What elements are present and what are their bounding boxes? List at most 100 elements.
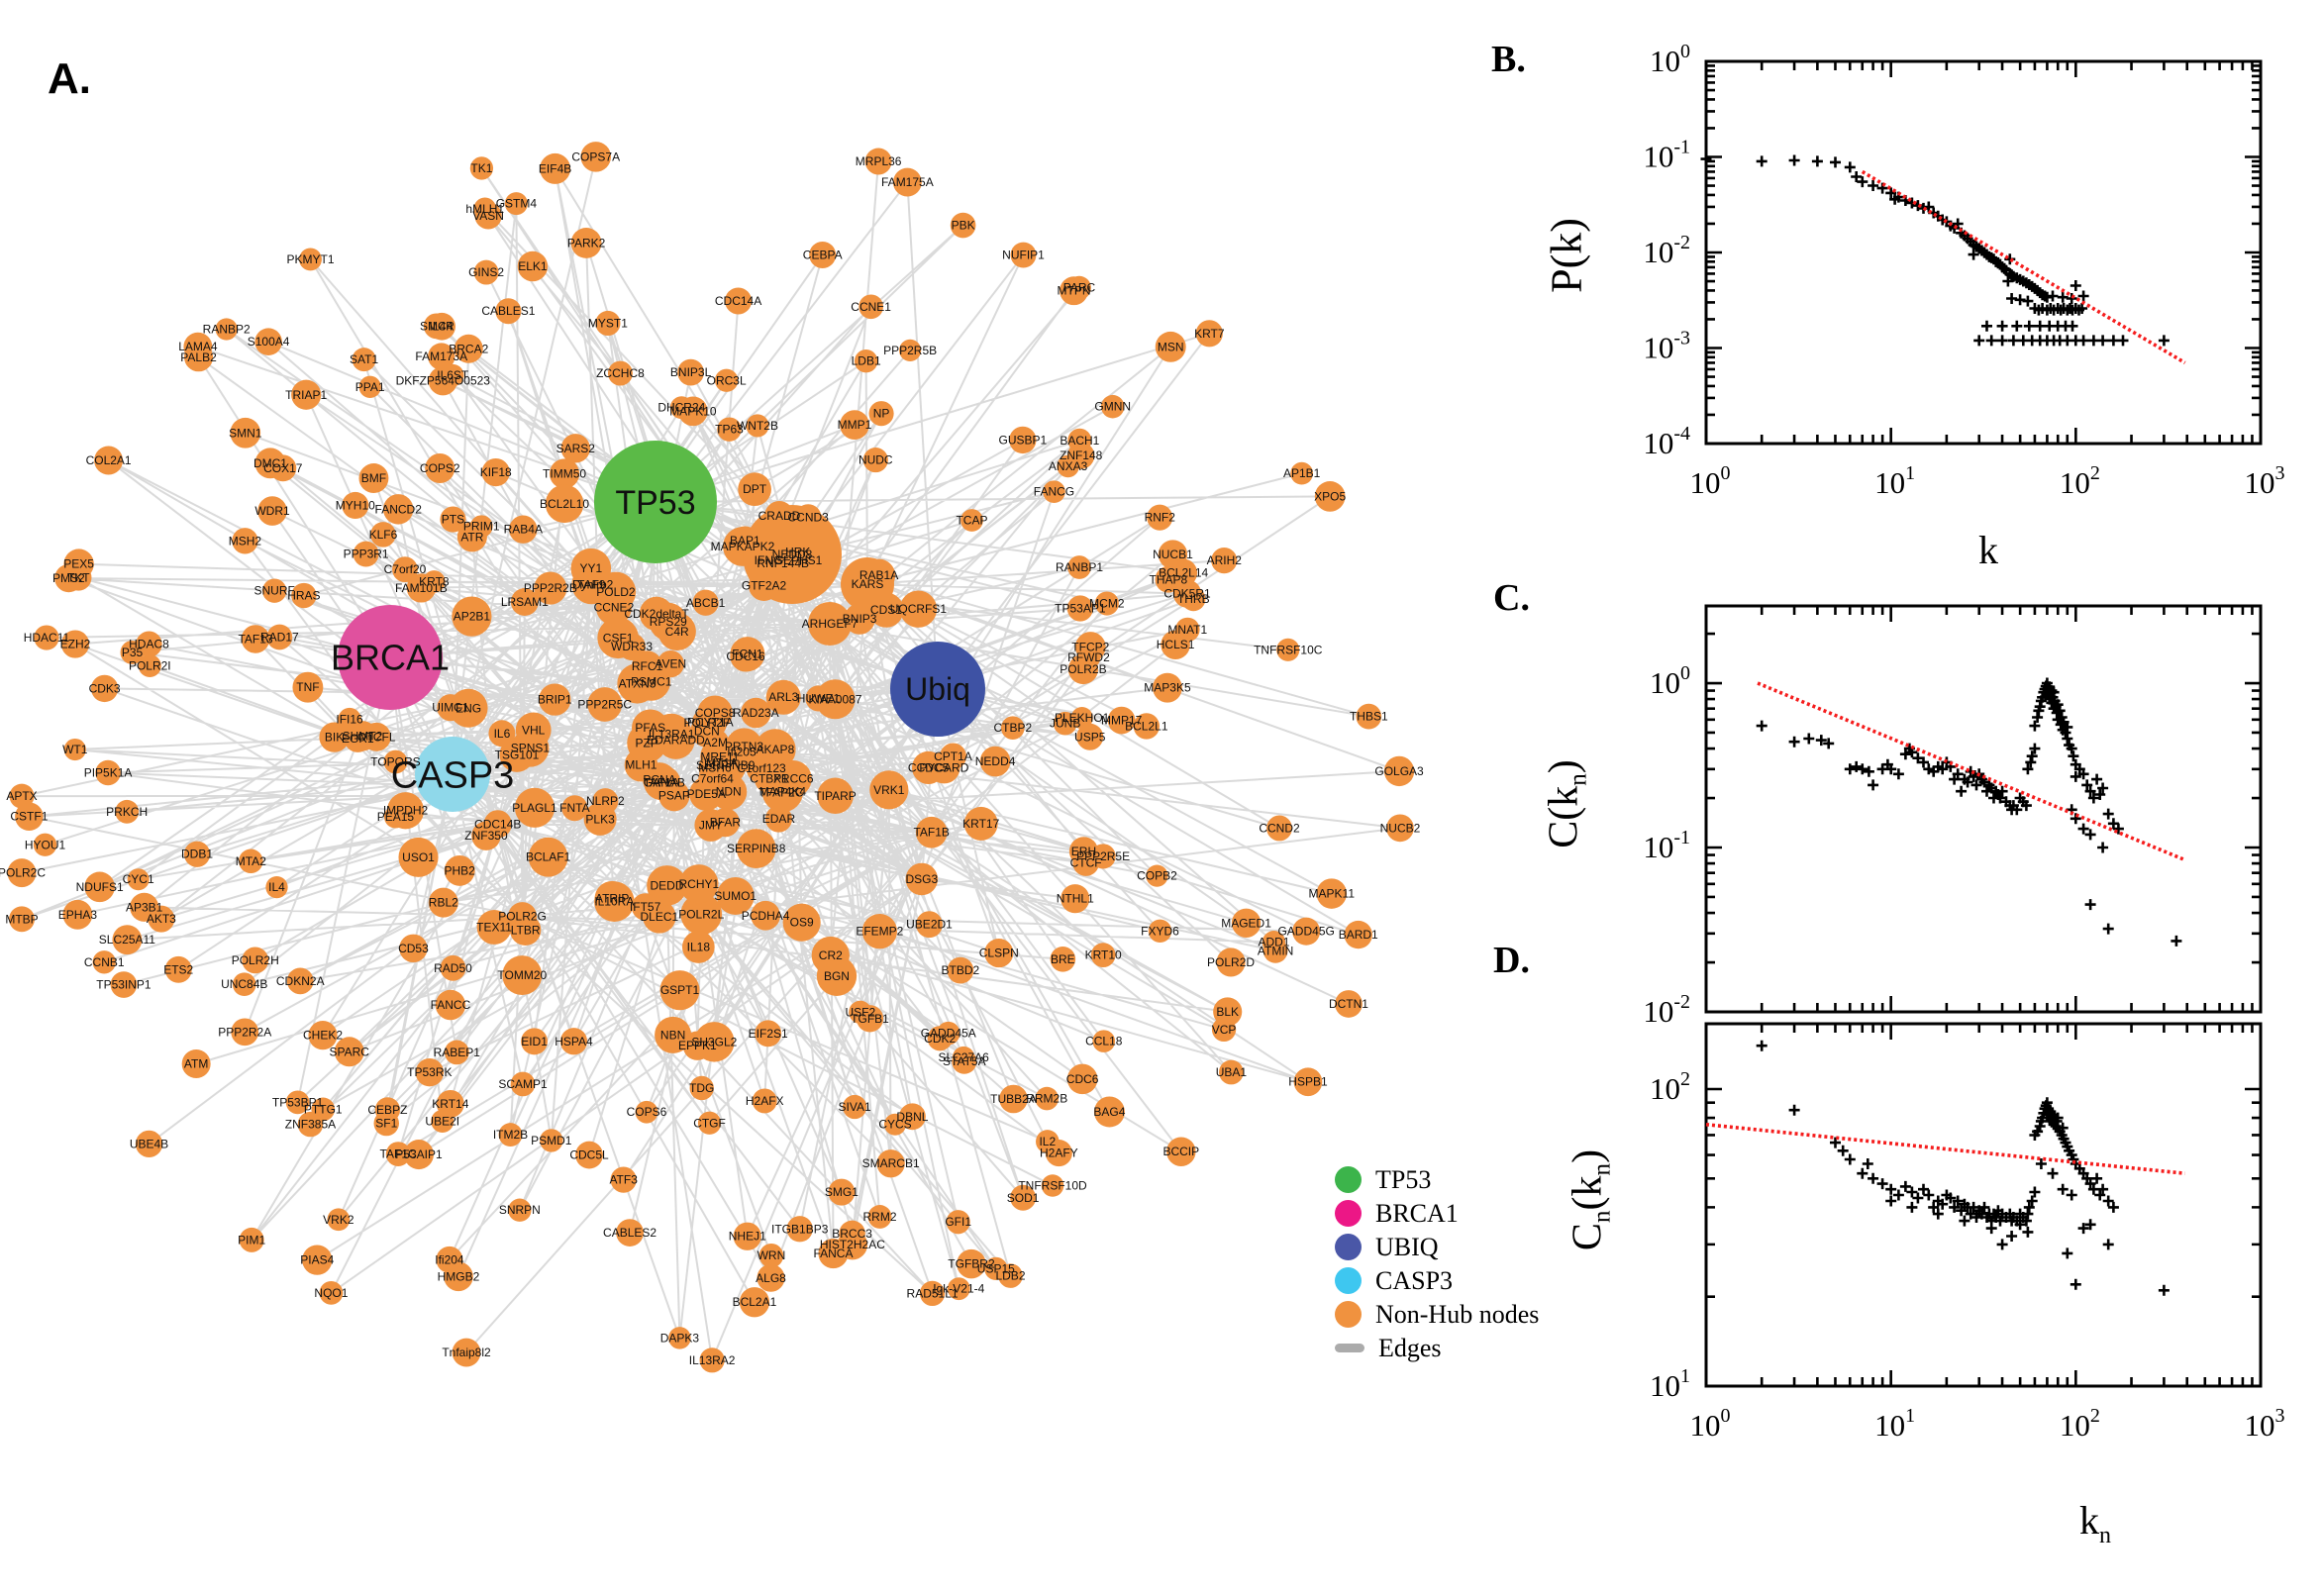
axis-title-part: (k <box>1565 1175 1611 1211</box>
network-node-label: PPA1 <box>355 380 385 394</box>
network-node <box>1231 908 1262 938</box>
network-node <box>63 738 86 761</box>
legend-color-swatch <box>1335 1267 1362 1294</box>
network-node-label: MTA2 <box>236 854 266 868</box>
network-node-label: LRSAM1 <box>501 595 549 609</box>
network-node-label: CDC16 <box>726 649 765 663</box>
network-node-label: PIP5K1A <box>84 766 133 780</box>
network-node-label: POLD2 <box>596 585 636 599</box>
network-node-label: EPPK1 <box>678 1039 717 1052</box>
network-node <box>655 1016 692 1053</box>
network-node-label: WDR1 <box>254 504 290 518</box>
network-node-label: NQO1 <box>314 1286 348 1300</box>
network-node <box>1293 1067 1323 1097</box>
network-node-label: ALG8 <box>756 1271 786 1285</box>
network-node-label: KIAA0087 <box>808 692 861 706</box>
network-node <box>241 625 270 653</box>
network-node-label: MAPK11 <box>1309 887 1356 901</box>
network-node <box>999 1084 1028 1114</box>
network-node <box>62 899 93 930</box>
network-node <box>928 751 960 784</box>
network-node-label: MRPL36 <box>856 154 902 168</box>
network-node-label: POLR2B <box>1060 662 1106 676</box>
network-node-label: MAP3K5 <box>1144 681 1191 695</box>
network-node-label: HYOU1 <box>25 838 66 851</box>
network-node-label: TP63 <box>715 423 744 437</box>
network-node-label: RCHY1 <box>678 877 719 891</box>
network-node-label: SERPINB8 <box>727 842 786 855</box>
network-node <box>689 1075 714 1101</box>
network-node <box>120 640 145 664</box>
network-node-label: CDS1 <box>870 603 902 617</box>
legend-item-ubiq: UBIQ <box>1335 1233 1539 1261</box>
legend-color-swatch <box>1335 1200 1362 1227</box>
panel-label-c: C. <box>1493 577 1530 619</box>
network-node <box>521 1028 549 1055</box>
network-node-label: RBL2 <box>429 896 458 910</box>
network-node <box>1074 632 1106 662</box>
x-axis-title-kn: kn <box>2079 1497 2111 1549</box>
network-node <box>291 379 322 410</box>
network-node <box>302 1245 333 1275</box>
network-node <box>746 414 769 438</box>
network-node-label: ATRIP <box>595 892 629 906</box>
network-node <box>1335 990 1363 1018</box>
network-node-label: SIVA1 <box>839 1100 871 1114</box>
network-node <box>358 375 381 398</box>
network-node-label: EIF2S1 <box>749 1027 788 1041</box>
network-node-label: MTBP <box>5 912 38 926</box>
network-node-label: BLK <box>1216 1005 1239 1019</box>
network-node-label: CYC1 <box>123 872 154 886</box>
network-node-label: MCM2 <box>1089 597 1125 611</box>
network-node-label: HIST2H2AC <box>820 1238 885 1251</box>
network-node-label: SLC25A11 <box>99 933 155 947</box>
network-node-label: TGFBR2 <box>948 1257 995 1271</box>
network-node <box>697 1111 722 1135</box>
tick-label-10e-2: 10-2 <box>1643 232 1690 269</box>
network-node-label: RABEP1 <box>434 1046 481 1059</box>
tick-label-10e-4: 10-4 <box>1643 423 1690 460</box>
network-node-label: FANCG <box>1034 485 1074 499</box>
network-node-label: SOD1 <box>1007 1191 1040 1205</box>
network-node-label: STAT5A <box>943 1054 986 1068</box>
network-node <box>758 1243 784 1268</box>
network-node-label: IL18 <box>687 941 711 954</box>
axis-title-part: P(k) <box>1542 218 1591 293</box>
network-node <box>631 893 659 921</box>
network-node <box>1041 1174 1064 1197</box>
network-node <box>647 865 687 906</box>
network-node <box>689 776 724 811</box>
network-node <box>817 777 854 815</box>
network-node-label: BRE <box>1051 952 1075 966</box>
network-node <box>7 858 37 888</box>
network-node-label: BAP1 <box>730 534 760 548</box>
network-node-label: FANCC <box>431 998 471 1012</box>
network-node-label: AKT3 <box>147 912 176 926</box>
network-node-label: NDN <box>716 785 742 799</box>
network-node-label: CCNE1 <box>851 300 891 314</box>
network-node <box>854 349 878 373</box>
network-node <box>540 1129 563 1152</box>
legend-edge-swatch <box>1335 1344 1364 1352</box>
network-node <box>469 156 494 180</box>
network-node <box>65 564 92 591</box>
network-node-label: KRT14 <box>432 1097 468 1111</box>
network-node-label: CDK2 <box>924 1032 956 1046</box>
network-node <box>373 1110 399 1137</box>
network-node-label: BIK <box>325 731 344 745</box>
network-node-label: GMNN <box>1094 400 1131 414</box>
network-node <box>423 570 446 593</box>
network-node-label: PLAGL1 <box>512 801 557 815</box>
network-node-label: EFEMP2 <box>856 925 903 939</box>
network-node-label: NTHL1 <box>1057 892 1094 906</box>
network-node-label: EPHA3 <box>58 908 98 922</box>
network-node <box>1147 504 1173 531</box>
network-node-label: CRADD <box>758 509 801 523</box>
network-node-label: PEA15 <box>377 810 415 824</box>
network-node <box>135 1130 163 1158</box>
network-node-label: TP53INP1 <box>96 978 152 992</box>
network-node-label: MMP1 <box>838 418 872 432</box>
network-node-label: MLH1 <box>625 758 656 772</box>
